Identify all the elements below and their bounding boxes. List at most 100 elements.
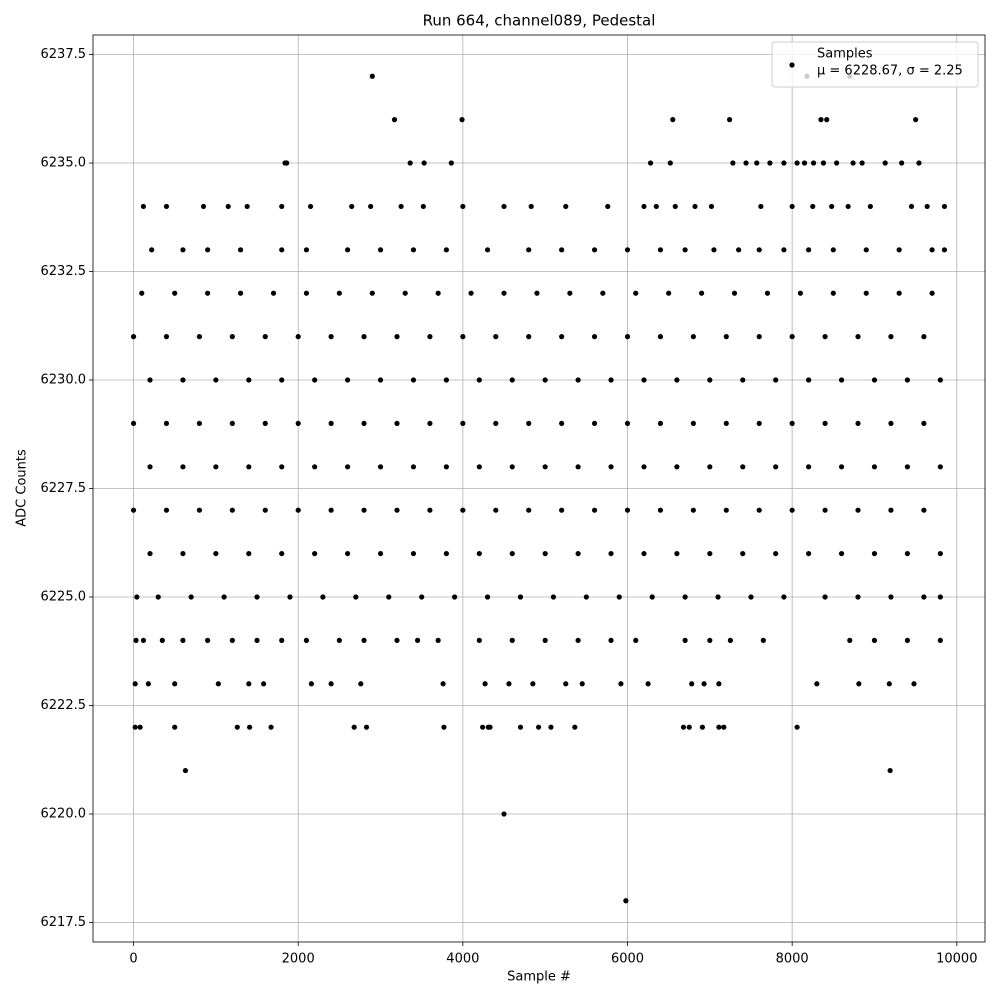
data-point	[180, 247, 186, 253]
data-point	[929, 247, 935, 253]
data-point	[740, 464, 746, 470]
data-point	[246, 681, 252, 687]
data-point	[229, 507, 235, 513]
data-point	[336, 290, 342, 296]
data-point	[328, 507, 334, 513]
data-point	[886, 681, 892, 687]
data-point	[542, 377, 548, 383]
data-point	[740, 377, 746, 383]
data-point	[548, 724, 554, 730]
data-point	[509, 464, 515, 470]
data-point	[822, 334, 828, 340]
data-point	[460, 420, 466, 427]
data-point	[200, 203, 207, 210]
data-point	[591, 420, 598, 427]
data-point	[845, 203, 851, 210]
x-tick-label: 2000	[282, 952, 315, 967]
data-point	[801, 160, 808, 166]
data-point	[698, 290, 705, 296]
data-point	[657, 247, 664, 253]
data-point	[460, 334, 466, 340]
data-point	[624, 420, 631, 427]
data-point	[130, 420, 137, 427]
data-point	[608, 637, 614, 643]
data-point	[855, 594, 861, 600]
data-point	[328, 420, 334, 427]
data-point	[391, 117, 398, 123]
data-point	[363, 724, 370, 730]
data-point	[134, 594, 140, 600]
data-point	[147, 464, 153, 470]
data-point	[386, 594, 392, 600]
data-point	[526, 334, 532, 340]
data-point	[847, 637, 853, 643]
data-point	[855, 507, 861, 513]
data-point	[794, 724, 800, 730]
data-point	[692, 203, 698, 210]
data-point	[608, 377, 614, 383]
data-point	[163, 507, 170, 513]
data-point	[484, 594, 491, 600]
data-point	[421, 160, 427, 166]
data-point	[398, 203, 404, 210]
data-point	[756, 420, 762, 427]
data-point	[633, 637, 639, 643]
data-point	[394, 637, 400, 643]
data-point	[699, 724, 706, 730]
data-point	[155, 594, 161, 600]
data-point	[822, 507, 828, 513]
data-point	[254, 637, 260, 643]
data-point	[476, 464, 482, 470]
data-point	[145, 681, 151, 687]
data-point	[887, 767, 893, 774]
data-point	[781, 594, 787, 600]
data-point	[137, 724, 143, 730]
data-point	[229, 420, 235, 427]
data-point	[690, 507, 696, 513]
data-point	[937, 637, 943, 643]
data-point	[686, 724, 692, 730]
data-point	[567, 290, 573, 296]
data-point	[575, 377, 581, 383]
data-point	[410, 464, 417, 470]
data-point	[856, 681, 862, 687]
data-point	[172, 290, 178, 296]
data-point	[591, 247, 598, 253]
data-point	[579, 681, 585, 687]
x-tick-label: 6000	[611, 952, 644, 967]
data-point	[756, 247, 762, 253]
data-point	[394, 507, 400, 513]
data-point	[822, 420, 828, 427]
data-point	[616, 594, 622, 600]
data-point	[708, 203, 715, 210]
data-point	[916, 160, 922, 166]
data-point	[904, 637, 911, 643]
data-point	[824, 117, 830, 123]
data-point	[139, 290, 145, 296]
data-point	[814, 681, 820, 687]
data-point	[740, 550, 746, 557]
legend-box	[771, 41, 979, 88]
y-tick-label: 6220.0	[41, 806, 87, 821]
y-tick-label: 6222.5	[41, 698, 87, 713]
data-point	[188, 594, 194, 600]
data-point	[427, 420, 433, 427]
data-point	[501, 811, 507, 817]
data-point	[287, 594, 293, 600]
data-point	[476, 637, 482, 643]
data-point	[723, 420, 729, 427]
data-point	[855, 420, 861, 427]
data-point	[196, 507, 203, 513]
data-point	[674, 464, 680, 470]
data-point	[888, 420, 894, 427]
y-tick-label: 6230.0	[41, 373, 87, 388]
data-point	[420, 203, 426, 210]
data-point	[559, 334, 565, 340]
data-point	[756, 507, 762, 513]
data-point	[913, 117, 919, 123]
data-point	[888, 334, 894, 340]
data-point	[213, 550, 219, 557]
data-point	[871, 464, 878, 470]
data-point	[140, 203, 147, 210]
data-point	[908, 203, 915, 210]
